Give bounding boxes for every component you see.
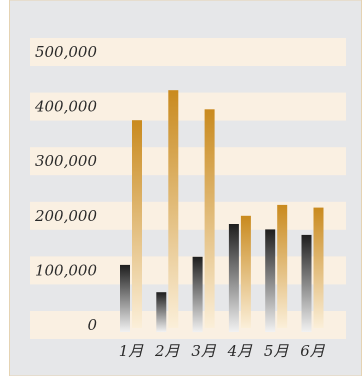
grid-bands — [30, 38, 346, 339]
bar-series-1 — [301, 234, 312, 332]
bar-series-2 — [313, 207, 324, 328]
grid-band — [30, 92, 346, 121]
x-axis-tick-labels: 1月 2月 3月 4月 5月 6月 — [119, 342, 326, 360]
y-tick-label: 400,000 — [34, 98, 97, 116]
x-tick-label: 1月 — [119, 342, 145, 360]
y-axis-tick-labels: 0 100,000 200,000 300,000 400,000 500,000 — [34, 43, 97, 334]
grid-band — [30, 38, 346, 66]
x-tick-label: 6月 — [300, 342, 326, 360]
bar-series-1 — [192, 256, 203, 333]
bar-series-2 — [168, 90, 179, 328]
grid-band — [30, 147, 346, 176]
y-tick-label: 300,000 — [35, 152, 97, 170]
x-tick-label: 3月 — [191, 342, 217, 360]
bar-series-1 — [265, 229, 276, 332]
bar-series-1 — [156, 292, 167, 332]
y-tick-label: 200,000 — [34, 207, 97, 225]
x-tick-label: 4月 — [227, 342, 254, 360]
bar-series-1 — [228, 224, 239, 332]
y-tick-label: 500,000 — [35, 43, 97, 61]
grid-band — [30, 311, 346, 339]
bar-series-1 — [120, 264, 130, 332]
y-tick-label: 100,000 — [35, 261, 97, 279]
bar-series-2 — [204, 109, 215, 328]
bar-series-2 — [277, 204, 288, 328]
bar-series-2 — [240, 215, 251, 328]
x-tick-label: 2月 — [154, 342, 181, 360]
grid-band — [30, 201, 346, 230]
grid-band — [30, 256, 346, 285]
x-tick-label: 5月 — [264, 342, 290, 360]
bar-series-2 — [132, 120, 142, 328]
y-tick-label: 0 — [87, 316, 97, 334]
bars — [120, 90, 324, 333]
